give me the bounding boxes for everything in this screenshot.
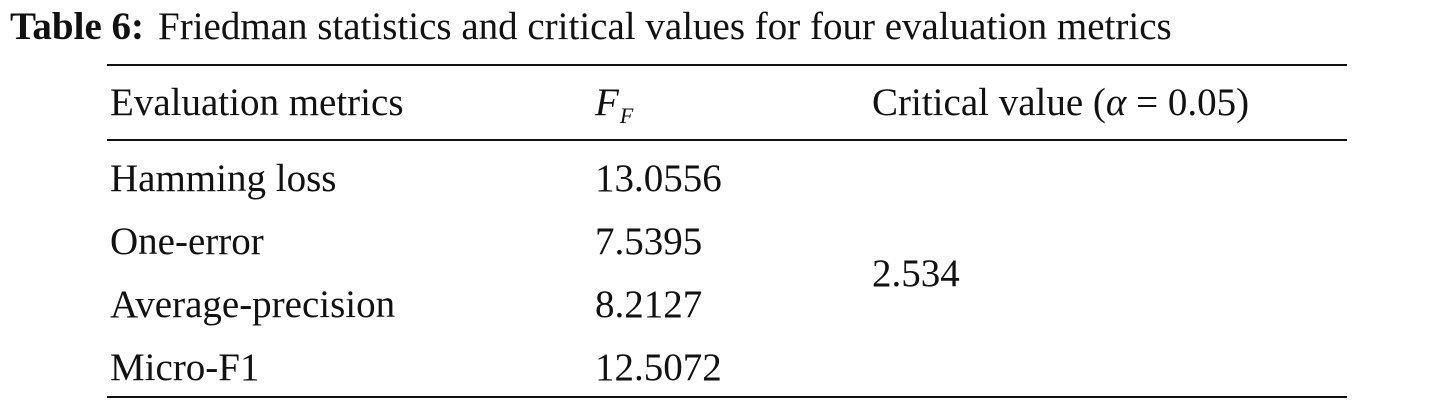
header-critical-value: Critical value (α = 0.05) <box>872 80 1249 126</box>
table-top-rule <box>107 64 1347 66</box>
critical-value-cell: 2.534 <box>872 252 960 295</box>
header-ff-main: F <box>595 81 619 124</box>
row-ff-average-precision: 8.2127 <box>595 283 703 326</box>
row-metric-one-error: One-error <box>110 220 264 263</box>
row-metric-average-precision: Average-precision <box>110 283 396 326</box>
header-critical-prefix: Critical value ( <box>872 81 1106 124</box>
table-caption: Table 6: Friedman statistics and critical… <box>10 4 1440 50</box>
row-ff-micro-f1: 12.5072 <box>595 346 722 389</box>
header-evaluation-metrics: Evaluation metrics <box>110 81 404 124</box>
table-caption-text: Friedman statistics and critical values … <box>158 5 1172 48</box>
header-critical-alpha: α <box>1105 81 1127 124</box>
row-ff-one-error: 7.5395 <box>595 220 703 263</box>
table-bottom-rule <box>107 396 1347 398</box>
table-caption-label: Table 6: <box>10 5 145 48</box>
table-header-rule <box>107 139 1347 141</box>
header-ff-subscript: F <box>619 103 634 128</box>
row-ff-hamming-loss: 13.0556 <box>595 157 722 200</box>
header-critical-suffix: = 0.05) <box>1126 81 1250 124</box>
header-ff: FF <box>595 80 634 131</box>
row-metric-hamming-loss: Hamming loss <box>110 157 337 200</box>
row-metric-micro-f1: Micro-F1 <box>110 346 260 389</box>
